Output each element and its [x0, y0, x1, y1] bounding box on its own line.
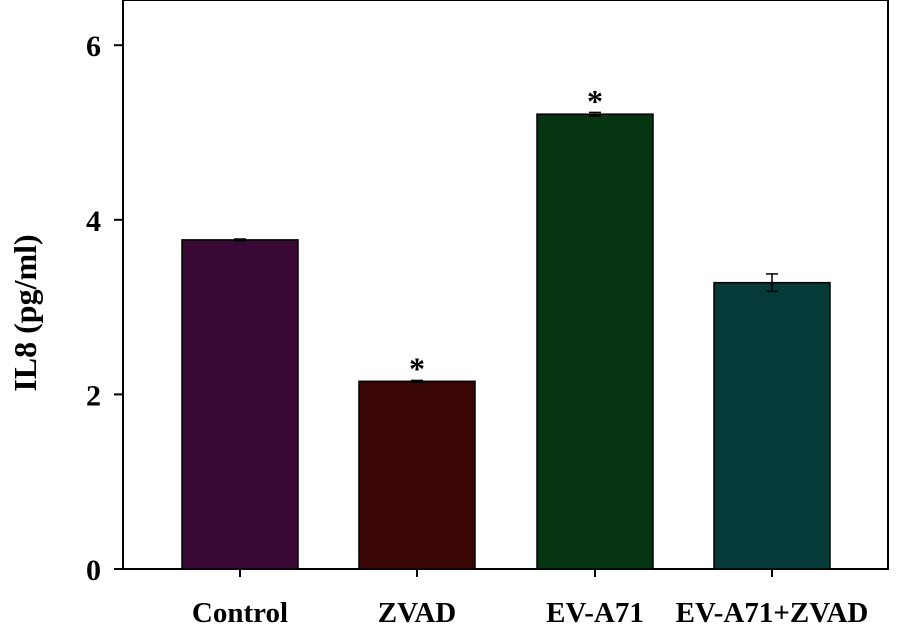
bar-control: [181, 239, 299, 570]
bar-zvad: [358, 380, 476, 570]
bar-ev-a71: [536, 113, 654, 570]
y-tick-label: 4: [86, 205, 101, 238]
plot-area-border: [122, 0, 889, 570]
y-axis-label: IL8 (pg/ml): [7, 234, 43, 391]
x-tick-label: EV-A71: [546, 597, 644, 629]
x-tick-label: Control: [192, 597, 288, 629]
significance-marker: *: [587, 83, 603, 119]
error-bars-layer: [234, 111, 778, 383]
y-tick-label: 2: [86, 379, 101, 412]
x-axis: Control ZVAD EV-A71 EV-A71+ZVAD: [192, 569, 868, 629]
y-axis: 0 2 4 6: [86, 30, 123, 587]
significance-marker: *: [409, 350, 425, 386]
x-tick-label: EV-A71+ZVAD: [676, 597, 869, 629]
y-tick-label: 6: [86, 30, 101, 63]
bar-ev-a71-zvad: [713, 281, 831, 570]
y-tick-label: 0: [86, 554, 101, 587]
annotations-layer: **: [409, 83, 603, 386]
plot-frame: [122, 0, 889, 570]
bars-layer: [181, 113, 831, 570]
x-tick-label: ZVAD: [378, 597, 456, 629]
